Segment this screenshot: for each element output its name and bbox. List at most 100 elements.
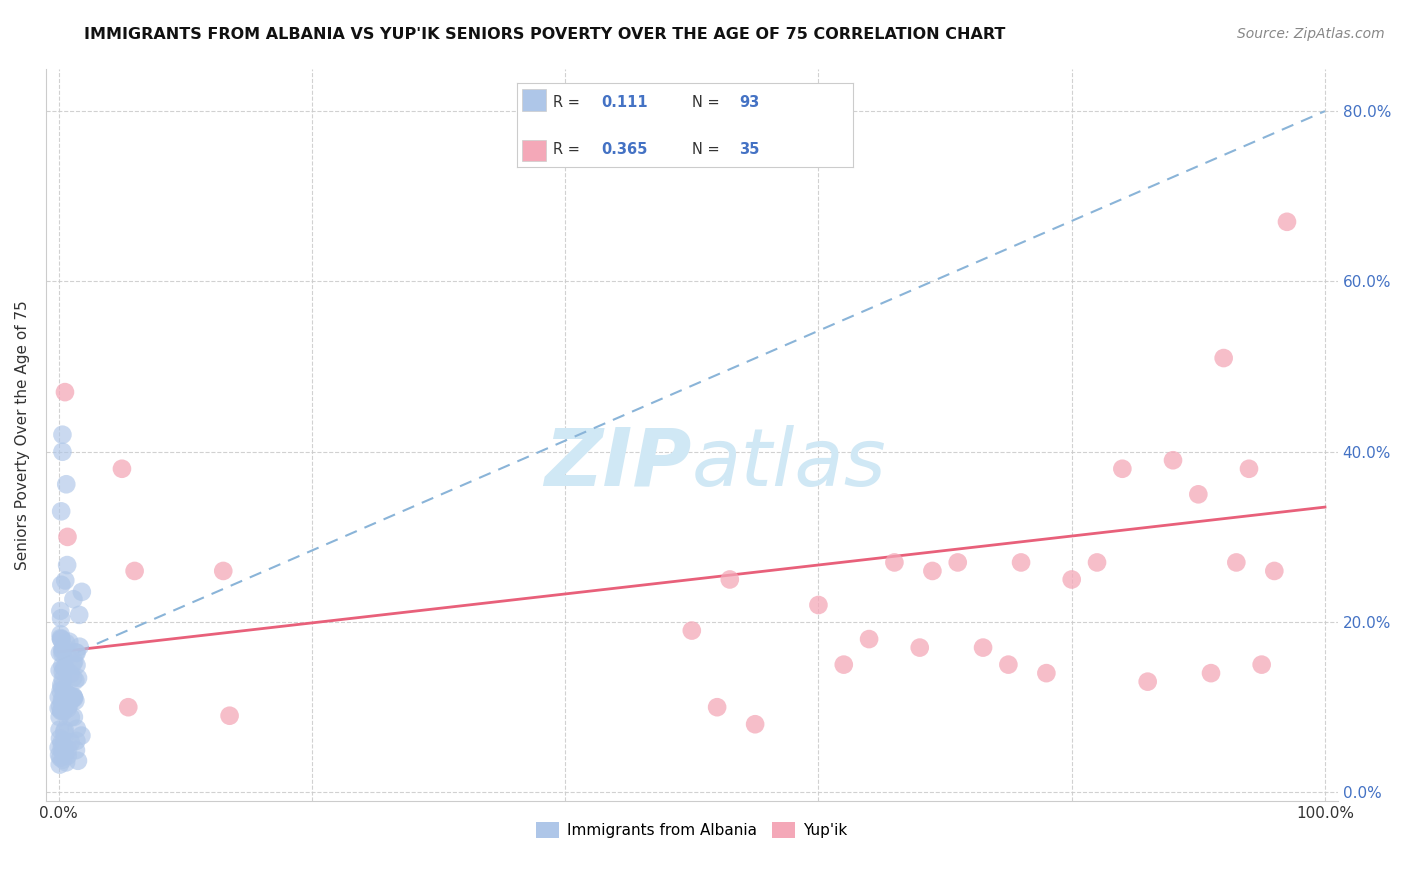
Text: ZIP: ZIP bbox=[544, 425, 692, 503]
Point bbox=[58, 634, 80, 648]
Y-axis label: Seniors Poverty Over the Age of 75: Seniors Poverty Over the Age of 75 bbox=[15, 300, 30, 570]
Point bbox=[59, 735, 82, 749]
Point bbox=[66, 646, 89, 660]
Point bbox=[48, 710, 70, 724]
Point bbox=[49, 751, 72, 765]
Point bbox=[51, 678, 73, 692]
Point bbox=[59, 710, 82, 724]
Point bbox=[681, 624, 703, 638]
Point bbox=[53, 574, 76, 588]
Point bbox=[56, 701, 79, 715]
Point bbox=[51, 692, 73, 706]
Point bbox=[67, 607, 90, 622]
Point bbox=[53, 694, 76, 708]
Point bbox=[832, 657, 855, 672]
Point bbox=[52, 673, 75, 687]
Point bbox=[883, 556, 905, 570]
Point bbox=[1085, 556, 1108, 570]
Legend: Immigrants from Albania, Yup'ik: Immigrants from Albania, Yup'ik bbox=[530, 816, 853, 845]
Point bbox=[66, 754, 89, 768]
Text: atlas: atlas bbox=[692, 425, 887, 503]
Point bbox=[51, 444, 73, 458]
Point bbox=[58, 698, 80, 713]
Point bbox=[53, 385, 76, 400]
Point bbox=[48, 690, 70, 705]
Point bbox=[51, 736, 73, 750]
Point bbox=[60, 691, 83, 706]
Point bbox=[1275, 215, 1298, 229]
Point bbox=[48, 748, 70, 763]
Point bbox=[49, 646, 72, 660]
Point bbox=[972, 640, 994, 655]
Point bbox=[51, 427, 73, 442]
Point bbox=[1010, 556, 1032, 570]
Point bbox=[49, 731, 72, 746]
Point bbox=[1250, 657, 1272, 672]
Point bbox=[48, 723, 70, 737]
Point bbox=[55, 477, 77, 491]
Point bbox=[1111, 462, 1133, 476]
Point bbox=[58, 690, 80, 705]
Point bbox=[65, 646, 87, 660]
Point bbox=[51, 643, 73, 657]
Point bbox=[1060, 573, 1083, 587]
Point bbox=[1161, 453, 1184, 467]
Text: IMMIGRANTS FROM ALBANIA VS YUP'IK SENIORS POVERTY OVER THE AGE OF 75 CORRELATION: IMMIGRANTS FROM ALBANIA VS YUP'IK SENIOR… bbox=[84, 27, 1005, 42]
Point bbox=[706, 700, 728, 714]
Point bbox=[62, 690, 84, 704]
Point bbox=[1237, 462, 1260, 476]
Point bbox=[49, 611, 72, 625]
Point bbox=[62, 592, 84, 607]
Point bbox=[52, 745, 75, 759]
Point bbox=[56, 558, 79, 572]
Point bbox=[59, 690, 82, 705]
Point bbox=[63, 654, 86, 668]
Point bbox=[1136, 674, 1159, 689]
Point bbox=[62, 690, 84, 704]
Point bbox=[56, 530, 79, 544]
Point bbox=[63, 710, 86, 724]
Point bbox=[55, 636, 77, 650]
Point bbox=[51, 704, 73, 718]
Point bbox=[946, 556, 969, 570]
Point bbox=[56, 748, 79, 763]
Point bbox=[908, 640, 931, 655]
Point bbox=[53, 744, 76, 758]
Point bbox=[51, 504, 73, 518]
Point bbox=[65, 694, 87, 708]
Point bbox=[1225, 556, 1247, 570]
Point bbox=[1035, 666, 1057, 681]
Point bbox=[53, 697, 76, 711]
Point bbox=[218, 708, 240, 723]
Point bbox=[52, 753, 75, 767]
Point bbox=[51, 658, 73, 673]
Point bbox=[1263, 564, 1285, 578]
Point bbox=[49, 604, 72, 618]
Point bbox=[49, 627, 72, 641]
Point bbox=[53, 682, 76, 697]
Point bbox=[55, 756, 77, 770]
Point bbox=[56, 742, 79, 756]
Point bbox=[744, 717, 766, 731]
Point bbox=[65, 734, 87, 748]
Point bbox=[51, 647, 73, 661]
Point bbox=[62, 691, 84, 706]
Point bbox=[49, 631, 72, 645]
Point bbox=[48, 701, 70, 715]
Point bbox=[53, 725, 76, 739]
Point bbox=[858, 632, 880, 646]
Point bbox=[62, 671, 84, 685]
Point bbox=[65, 673, 87, 688]
Point bbox=[52, 690, 75, 705]
Point bbox=[807, 598, 830, 612]
Point bbox=[69, 640, 91, 654]
Point bbox=[49, 684, 72, 698]
Point bbox=[1212, 351, 1234, 365]
Point bbox=[212, 564, 235, 578]
Point bbox=[51, 695, 73, 709]
Point bbox=[52, 665, 75, 679]
Point bbox=[55, 688, 77, 702]
Point bbox=[48, 757, 70, 772]
Point bbox=[117, 700, 139, 714]
Point bbox=[55, 661, 77, 675]
